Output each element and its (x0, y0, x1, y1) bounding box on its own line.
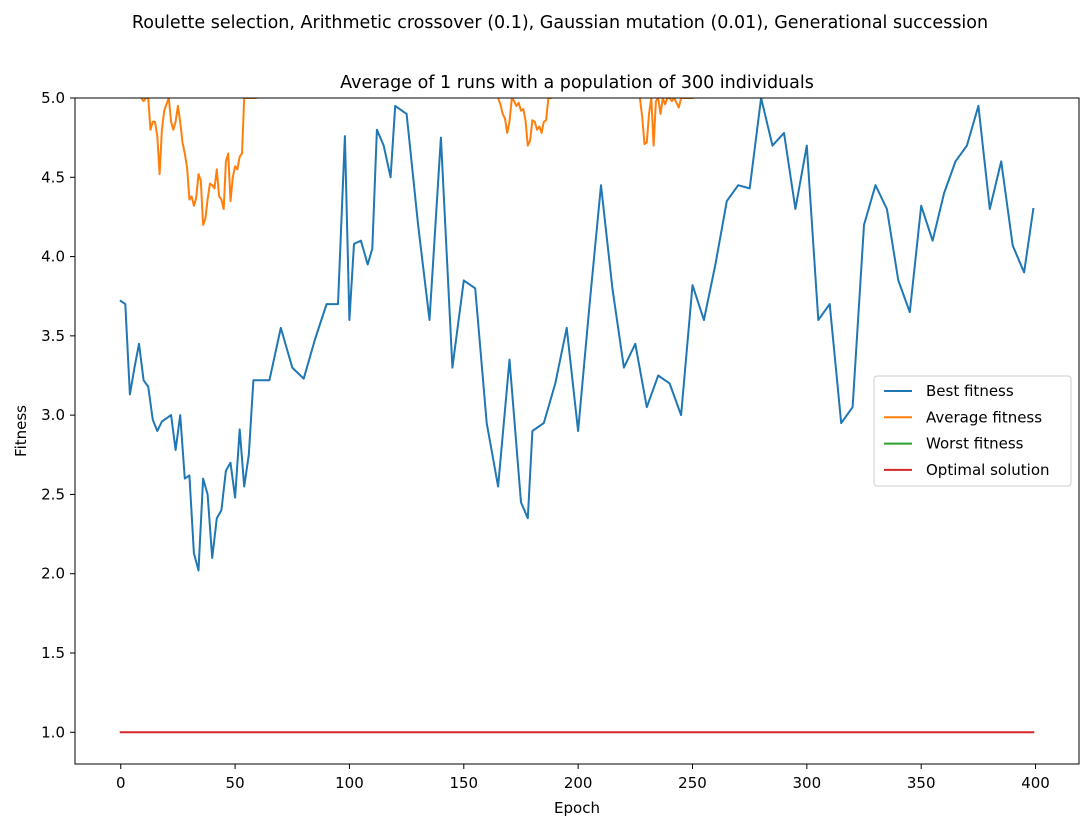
y-tick-label: 2.5 (41, 485, 65, 503)
y-tick-label: 3.0 (41, 406, 65, 424)
legend-label: Average fitness (926, 408, 1042, 426)
y-tick-label: 5.0 (41, 89, 65, 107)
x-tick-label: 200 (564, 774, 593, 792)
x-tick-label: 250 (678, 774, 707, 792)
chart-title: Average of 1 runs with a population of 3… (340, 73, 814, 93)
y-tick-label: 2.0 (41, 565, 65, 583)
x-tick-label: 400 (1021, 774, 1050, 792)
x-tick-label: 50 (226, 774, 245, 792)
x-tick-label: 150 (449, 774, 478, 792)
plot-frame (74, 97, 1080, 765)
y-axis: 1.0 1.5 2.0 2.5 3.0 3.5 4.0 4.5 5.0 (41, 89, 75, 741)
x-axis-label: Epoch (554, 799, 600, 817)
series-line-1 (140, 98, 694, 226)
y-tick-label: 3.5 (41, 327, 65, 345)
y-tick-label: 1.0 (41, 723, 65, 741)
y-tick-label: 1.5 (41, 644, 65, 662)
x-tick-label: 0 (116, 774, 126, 792)
x-tick-label: 350 (907, 774, 936, 792)
x-tick-label: 100 (335, 774, 364, 792)
y-tick-label: 4.0 (41, 248, 65, 266)
series-line-0 (119, 98, 1035, 572)
legend-label: Worst fitness (926, 435, 1024, 453)
y-axis-label: Fitness (12, 405, 30, 457)
chart-suptitle: Roulette selection, Arithmetic crossover… (132, 13, 988, 33)
plot-lines (119, 98, 1035, 734)
x-axis: 0 50 100 150 200 250 300 350 400 (116, 764, 1050, 792)
legend-label: Best fitness (926, 382, 1014, 400)
x-tick-label: 300 (793, 774, 822, 792)
legend-label: Optimal solution (926, 461, 1050, 479)
legend-box (873, 375, 1072, 487)
y-tick-label: 4.5 (41, 168, 65, 186)
legend: Best fitness Average fitness Worst fitness… (873, 375, 1072, 487)
